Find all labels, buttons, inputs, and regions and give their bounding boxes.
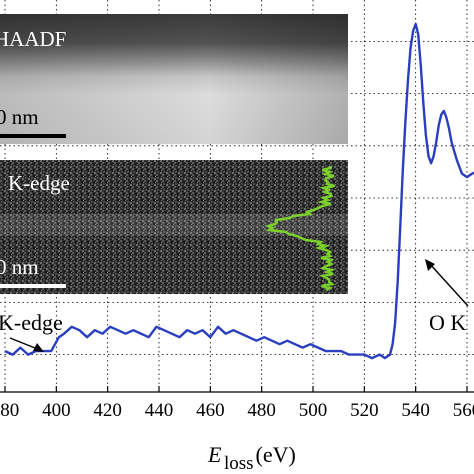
- x-axis-label-unit: (eV): [250, 442, 296, 467]
- x-tick-label: 560: [453, 400, 474, 421]
- x-tick-label: 480: [247, 400, 276, 421]
- kedge-map-bright-band: [0, 214, 348, 236]
- kedge-map-inset: K-edge 0 nm: [0, 160, 348, 294]
- x-tick-label: 520: [350, 400, 379, 421]
- x-tick-label: 380: [0, 400, 19, 421]
- haadf-shading: [0, 14, 348, 144]
- o-edge-arrow-head: [425, 259, 435, 271]
- spectrum-line: [4, 22, 474, 360]
- x-ticks: 380 400 420 440 460 480 500 520 540 560: [0, 386, 474, 421]
- haadf-label: HAADF: [0, 27, 66, 51]
- kedge-map-label: K-edge: [8, 171, 70, 195]
- left-edge-annotation: K-edge: [0, 310, 63, 335]
- haadf-inset: HAADF 0 nm: [0, 14, 348, 144]
- o-edge-arrow-shaft: [428, 262, 469, 307]
- x-tick-label: 540: [401, 400, 430, 421]
- kedge-intensity-profile: [264, 165, 336, 292]
- haadf-scale-label: 0 nm: [0, 105, 39, 129]
- x-tick-label: 400: [42, 400, 71, 421]
- x-tick-label: 500: [299, 400, 328, 421]
- x-tick-label: 460: [196, 400, 225, 421]
- x-axis-label-main: E: [207, 442, 222, 467]
- kedge-scale-label: 0 nm: [0, 255, 39, 279]
- x-axis-label-subscript: loss: [224, 453, 254, 474]
- kedge-map-image: [0, 160, 348, 294]
- left-edge-arrow-head: [33, 343, 44, 352]
- x-axis-label: E loss (eV): [207, 442, 296, 474]
- o-edge-annotation: O K: [429, 310, 466, 335]
- x-tick-label: 440: [145, 400, 174, 421]
- x-tick-label: 420: [93, 400, 122, 421]
